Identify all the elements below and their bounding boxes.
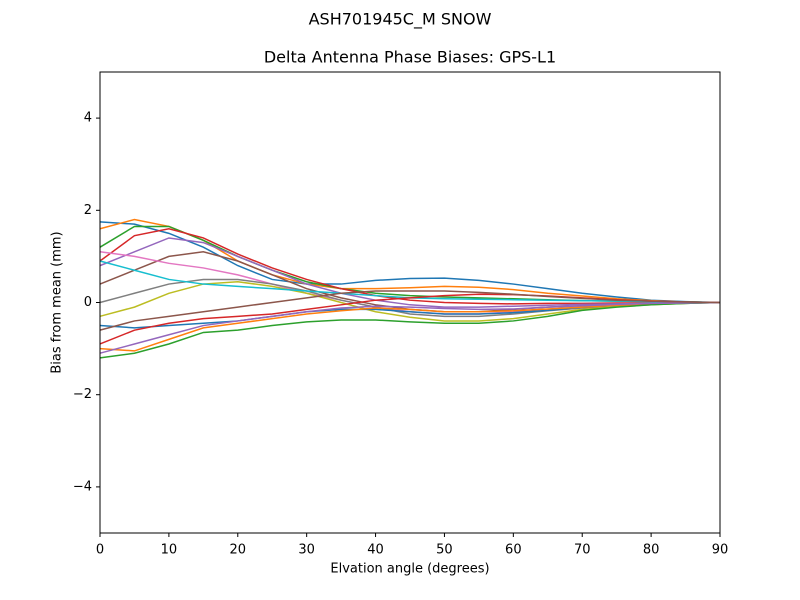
data-line — [99, 218, 721, 304]
y-tick-label: 4 — [84, 111, 92, 126]
y-axis-label: Bias from mean (mm) — [50, 231, 65, 373]
x-tick-label: 10 — [161, 543, 178, 558]
data-line — [99, 301, 721, 359]
data-line — [99, 290, 721, 331]
data-line — [99, 301, 721, 354]
data-line — [99, 237, 721, 308]
suptitle: ASH701945C_M SNOW — [309, 10, 492, 30]
x-tick-label: 30 — [298, 543, 315, 558]
x-tick-label: 60 — [505, 543, 522, 558]
y-tick-label: −4 — [73, 479, 92, 494]
y-tick-label: −2 — [73, 387, 92, 402]
x-tick-label: 70 — [574, 543, 591, 558]
x-axis-label: Elvation angle (degrees) — [330, 562, 489, 577]
x-tick-label: 0 — [96, 543, 104, 558]
x-tick-label: 50 — [436, 543, 453, 558]
data-line — [99, 227, 720, 305]
x-tick-label: 20 — [230, 543, 247, 558]
x-tick-label: 40 — [367, 543, 384, 558]
x-tick-label: 80 — [643, 543, 660, 558]
data-line — [99, 301, 721, 352]
x-tick-label: 90 — [712, 543, 729, 558]
y-tick-label: 2 — [84, 203, 92, 218]
chart-title: Delta Antenna Phase Biases: GPS-L1 — [264, 48, 556, 67]
y-tick-label: 0 — [84, 295, 92, 310]
data-line — [99, 221, 721, 304]
